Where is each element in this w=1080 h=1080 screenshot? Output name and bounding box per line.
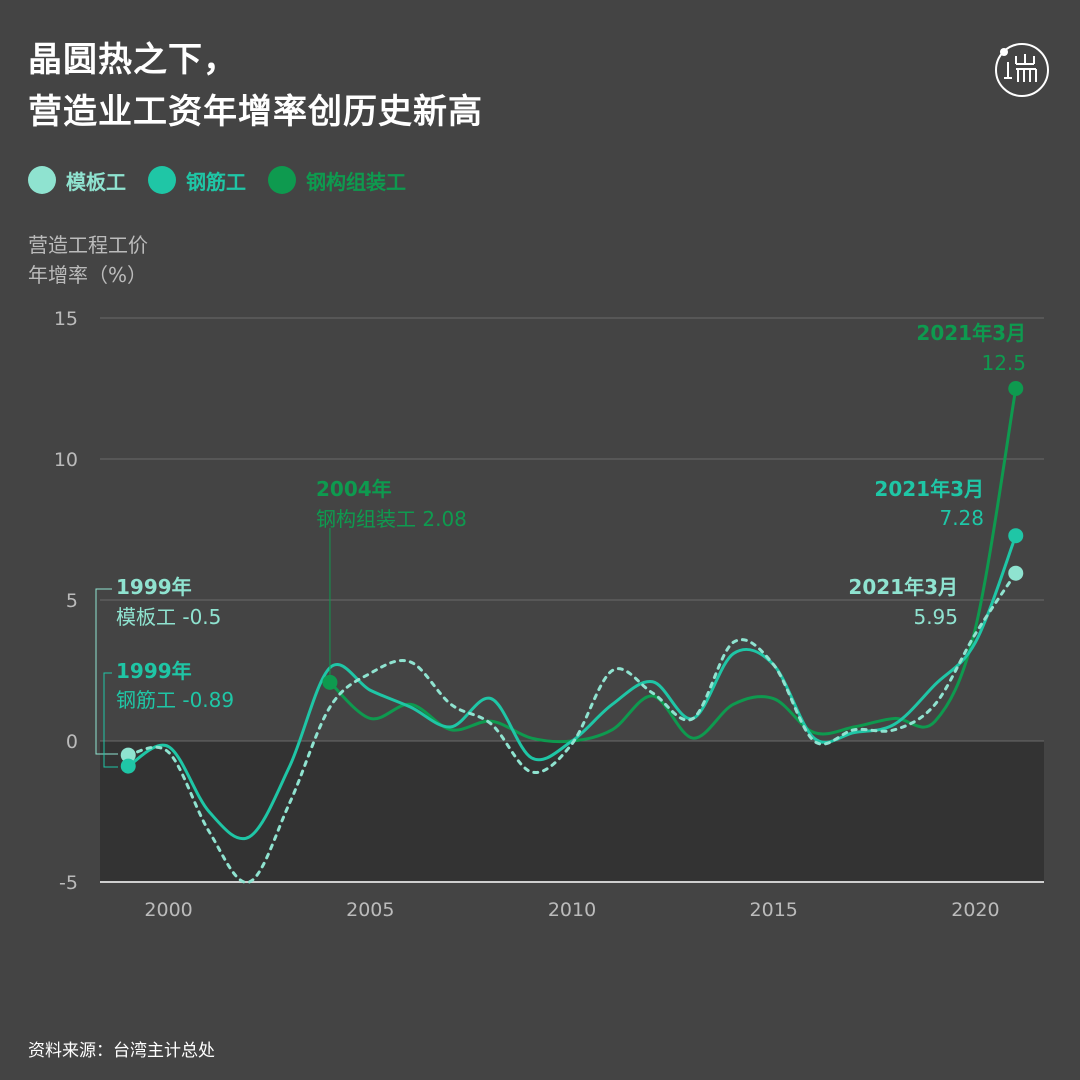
annotation-value: 5.95 [913, 605, 958, 629]
annotation-value: 钢构组装工 2.08 [316, 507, 467, 531]
annotation-label: 2021年3月 [916, 321, 1026, 345]
y-tick-label: 10 [54, 449, 78, 471]
annotation-label: 1999年 [116, 575, 192, 599]
y-tick-label: 15 [54, 308, 78, 330]
negative-region-band [100, 741, 1044, 882]
annotation-label: 1999年 [116, 659, 192, 683]
x-tick-label: 2000 [144, 899, 192, 921]
data-point [1008, 528, 1024, 544]
annotation-leader-line [103, 672, 118, 768]
annotation-label: 2004年 [316, 477, 392, 501]
legend: 模板工 钢筋工 钢构组装工 [28, 164, 406, 196]
annotation-value: 钢筋工 -0.89 [116, 688, 234, 712]
title-line-2: 营造业工资年增率创历史新高 [28, 92, 483, 132]
x-tick-label: 2005 [346, 899, 394, 921]
title-line-1: 晶圆热之下， [28, 40, 238, 80]
data-point [1008, 381, 1024, 396]
annotation-value: 7.28 [939, 506, 984, 530]
y-axis-label-line-1: 营造工程工价 [28, 233, 148, 257]
legend-swatch-template [28, 166, 56, 194]
annotation-label: 2021年3月 [848, 575, 958, 599]
annotation-value: 模板工 -0.5 [116, 605, 221, 629]
legend-swatch-steel [268, 166, 296, 194]
series-line [328, 387, 1018, 744]
data-point [1008, 565, 1024, 581]
data-point [120, 747, 136, 763]
legend-label-rebar: 钢筋工 [186, 169, 246, 194]
y-axis-label-line-2: 年增率（%） [28, 263, 147, 287]
annotation-leader-line [95, 588, 118, 755]
y-tick-label: 0 [66, 731, 78, 753]
legend-label-template: 模板工 [66, 169, 126, 194]
x-tick-label: 2010 [548, 899, 596, 921]
publisher-logo-icon [995, 43, 1049, 97]
legend-item-steel: 钢构组装工 [268, 166, 406, 195]
data-source: 资料来源：台湾主计总处 [28, 1041, 215, 1061]
legend-item-rebar: 钢筋工 [148, 166, 246, 195]
legend-item-template: 模板工 [28, 166, 126, 195]
y-tick-label: 5 [66, 590, 78, 612]
data-point [322, 674, 338, 690]
x-tick-label: 2015 [750, 899, 798, 921]
chart-title: 晶圆热之下， 营造业工资年增率创历史新高 [28, 34, 483, 138]
x-tick-label: 2020 [951, 899, 999, 921]
legend-label-steel: 钢构组装工 [306, 169, 406, 194]
series-line [126, 534, 1018, 841]
annotation-label: 2021年3月 [874, 477, 984, 501]
series-line [126, 571, 1018, 884]
annotation-value: 12.5 [981, 351, 1026, 375]
y-tick-label: -5 [59, 872, 78, 894]
legend-swatch-rebar [148, 166, 176, 194]
data-point [120, 758, 136, 774]
